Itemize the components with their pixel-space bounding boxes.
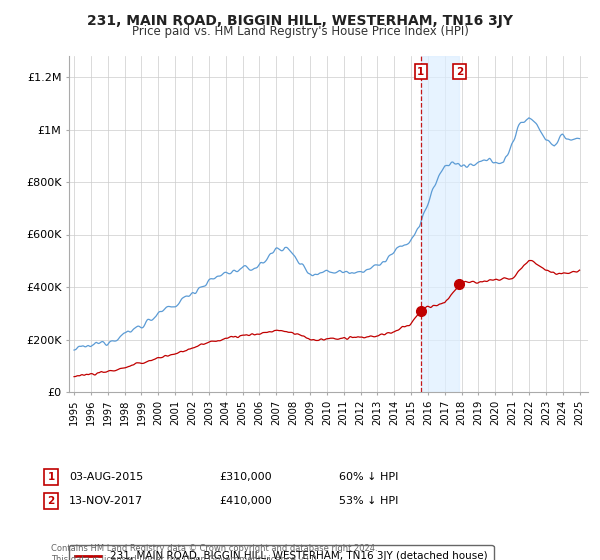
Text: £410,000: £410,000 — [219, 496, 272, 506]
Text: 03-AUG-2015: 03-AUG-2015 — [69, 472, 143, 482]
Text: £310,000: £310,000 — [219, 472, 272, 482]
Text: 53% ↓ HPI: 53% ↓ HPI — [339, 496, 398, 506]
Text: 1: 1 — [47, 472, 55, 482]
Text: 231, MAIN ROAD, BIGGIN HILL, WESTERHAM, TN16 3JY: 231, MAIN ROAD, BIGGIN HILL, WESTERHAM, … — [87, 14, 513, 28]
Text: Contains HM Land Registry data © Crown copyright and database right 2024.
This d: Contains HM Land Registry data © Crown c… — [51, 544, 377, 560]
Text: 2: 2 — [456, 67, 463, 77]
Text: 60% ↓ HPI: 60% ↓ HPI — [339, 472, 398, 482]
Text: 2: 2 — [47, 496, 55, 506]
Text: 13-NOV-2017: 13-NOV-2017 — [69, 496, 143, 506]
Text: 1: 1 — [417, 67, 424, 77]
Legend: 231, MAIN ROAD, BIGGIN HILL, WESTERHAM, TN16 3JY (detached house), HPI: Average : 231, MAIN ROAD, BIGGIN HILL, WESTERHAM, … — [69, 545, 494, 560]
Text: Price paid vs. HM Land Registry's House Price Index (HPI): Price paid vs. HM Land Registry's House … — [131, 25, 469, 38]
Bar — [421, 56, 460, 392]
